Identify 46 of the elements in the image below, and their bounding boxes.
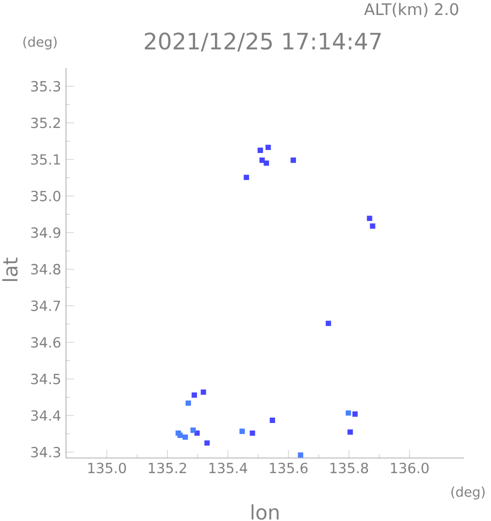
y-axis-title: lat — [2, 258, 18, 281]
x-tick-label: 136.0 — [391, 462, 429, 474]
point — [200, 389, 206, 395]
point — [264, 160, 270, 166]
x-tick-label: 135.0 — [88, 462, 126, 474]
text: (deg) — [451, 486, 485, 500]
point — [290, 158, 296, 163]
point — [259, 158, 265, 163]
point — [326, 320, 332, 326]
point — [190, 428, 196, 433]
chart-subtitle: ALT(km) 2.0 — [364, 2, 458, 18]
point — [239, 428, 245, 434]
point — [270, 418, 276, 423]
x-tick-label: 135.2 — [148, 462, 186, 474]
chart-title: 2021/12/25 17:14:47 — [144, 32, 381, 52]
point — [258, 148, 263, 153]
y-tick-label: 35.2 — [31, 118, 60, 128]
point — [298, 452, 304, 458]
y-tick-label: 34.4 — [31, 410, 60, 421]
y-tick-label: 34.6 — [31, 337, 60, 348]
y-tick-label: 35.0 — [31, 190, 60, 202]
point — [244, 174, 250, 180]
y-tick-label: 34.7 — [31, 300, 60, 312]
x-tick-label: 135.4 — [209, 462, 248, 474]
point — [348, 429, 353, 435]
y-tick-label: 34.5 — [31, 374, 60, 384]
x-tick-label: 135.8 — [330, 462, 368, 474]
point — [192, 392, 197, 398]
y-tick-label: 35.3 — [31, 80, 60, 92]
y-tick-label: 34.8 — [31, 264, 60, 274]
point — [182, 434, 188, 440]
point — [186, 400, 191, 406]
point — [346, 410, 352, 416]
point — [352, 411, 358, 417]
x-axis-title: lon — [252, 504, 279, 520]
point — [366, 216, 372, 222]
text: (deg) — [23, 36, 57, 50]
y-tick-label: 35.1 — [31, 154, 60, 165]
point — [176, 430, 181, 436]
point — [370, 223, 376, 229]
point — [250, 430, 256, 436]
point — [266, 144, 271, 150]
point — [204, 440, 210, 446]
y-tick-label: 34.3 — [31, 446, 60, 458]
x-tick-label: 135.6 — [270, 462, 308, 474]
y-tick-label: 34.9 — [31, 227, 60, 238]
